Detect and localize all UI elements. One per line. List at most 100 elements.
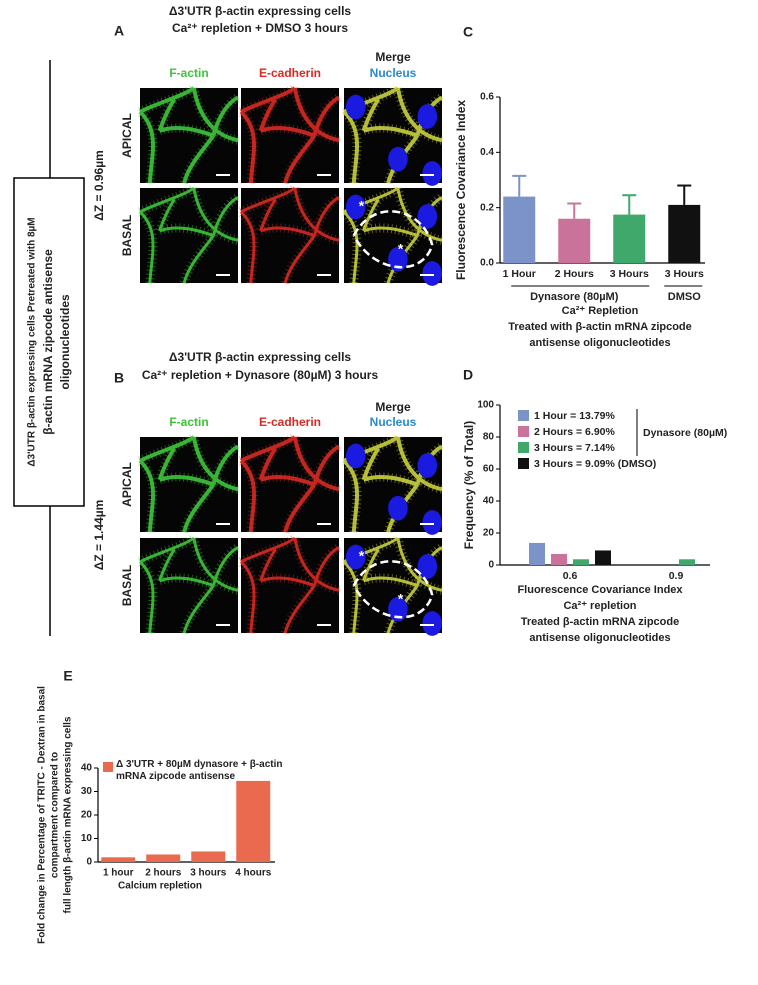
nucleus bbox=[422, 161, 443, 186]
cell-border-fine bbox=[241, 88, 339, 183]
note: antisense oligonucleotides bbox=[529, 337, 670, 349]
panel-title: Ca²⁺ repletion + DMSO 3 hours bbox=[172, 21, 348, 35]
bar bbox=[595, 550, 611, 565]
micrograph-cells bbox=[241, 88, 339, 183]
micrograph-cells bbox=[140, 88, 238, 183]
y-tick-label: 30 bbox=[81, 786, 93, 797]
cell-border bbox=[241, 188, 339, 283]
nucleus bbox=[388, 146, 408, 172]
nucleus bbox=[422, 261, 443, 286]
bar bbox=[558, 218, 591, 263]
nucleus bbox=[422, 510, 443, 535]
column-header: Merge bbox=[375, 50, 411, 64]
note: Treated with β-actin mRNA zipcode bbox=[508, 321, 692, 333]
legend-swatch bbox=[518, 442, 529, 453]
y-axis-label: compartment compared to bbox=[50, 752, 61, 878]
y-tick-label: 40 bbox=[483, 496, 495, 507]
nucleus bbox=[388, 596, 408, 622]
panel-title: Δ3'UTR β-actin expressing cells bbox=[169, 350, 352, 364]
nucleus bbox=[345, 94, 366, 120]
y-tick-label: 0 bbox=[488, 560, 494, 571]
panel-letter: B bbox=[114, 370, 124, 386]
x-tick-label: 0.9 bbox=[669, 570, 684, 582]
y-axis-label: full length β-actin mRNA expressing cell… bbox=[63, 716, 74, 913]
y-tick-label: 100 bbox=[477, 400, 494, 411]
x-axis-label: Calcium repletion bbox=[118, 881, 202, 892]
cell-border-fine bbox=[140, 88, 238, 183]
micrograph-cells bbox=[241, 538, 339, 633]
cell-border bbox=[140, 188, 238, 283]
x-tick-label: 3 hours bbox=[190, 868, 227, 879]
note: Ca²⁺ repletion bbox=[563, 600, 636, 612]
column-header: E-cadherin bbox=[259, 66, 321, 80]
cell-border-fine bbox=[140, 538, 238, 633]
asterisk: * bbox=[398, 240, 404, 256]
y-axis-label: Frequency (% of Total) bbox=[462, 421, 476, 549]
cell-border bbox=[241, 538, 339, 633]
legend-label: 3 Hours = 7.14% bbox=[534, 442, 615, 454]
column-header: E-cadherin bbox=[259, 415, 321, 429]
column-header: F-actin bbox=[169, 415, 208, 429]
cell-border-fine bbox=[140, 437, 238, 532]
y-tick-label: 0 bbox=[86, 857, 92, 868]
panel-title: Δ3'UTR β-actin expressing cells bbox=[169, 4, 352, 18]
y-tick-label: 0.2 bbox=[480, 202, 494, 213]
panel-letter: D bbox=[463, 367, 473, 383]
outline bbox=[352, 560, 434, 619]
cell-border bbox=[140, 88, 238, 183]
nucleus bbox=[422, 611, 443, 636]
legend-swatch bbox=[518, 426, 529, 437]
y-tick-label: 40 bbox=[81, 763, 93, 774]
legend-swatch bbox=[518, 410, 529, 421]
y-tick-label: 80 bbox=[483, 432, 495, 443]
panel-letter: C bbox=[463, 24, 473, 40]
y-axis-label: Fold change in Percentage of TRITC - Dex… bbox=[37, 686, 48, 944]
micrograph-cells bbox=[140, 538, 238, 633]
nucleus bbox=[388, 495, 408, 521]
cell-border-fine bbox=[140, 188, 238, 283]
legend-label: 3 Hours = 9.09% (DMSO) bbox=[534, 458, 656, 470]
side-label: oligonucleotides bbox=[58, 294, 72, 390]
nucleus bbox=[345, 443, 366, 469]
nucleus bbox=[345, 544, 366, 570]
group-label: Dynasore (80µM) bbox=[530, 291, 619, 303]
nucleus bbox=[417, 104, 438, 129]
bar bbox=[191, 851, 226, 862]
side-label: β-actin mRNA zipcode antisense bbox=[41, 249, 55, 435]
bar bbox=[679, 559, 695, 565]
cell-border-fine bbox=[241, 538, 339, 633]
cell-border-fine bbox=[241, 188, 339, 283]
micrograph-cells bbox=[140, 437, 238, 532]
panel-letter: A bbox=[114, 23, 124, 39]
bar bbox=[101, 857, 136, 862]
delta-z: ΔZ = 1.44µm bbox=[92, 500, 106, 571]
row-label: APICAL bbox=[120, 113, 134, 158]
legend-label: 1 Hour = 13.79% bbox=[534, 410, 615, 422]
side-box bbox=[13, 177, 85, 507]
note: Treated β-actin mRNA zipcode bbox=[521, 616, 680, 628]
micrograph-cells bbox=[241, 188, 339, 283]
y-tick-label: 0.4 bbox=[480, 147, 494, 158]
delta-z: ΔZ = 0.96µm bbox=[92, 150, 106, 221]
legend-swatch bbox=[103, 762, 113, 772]
micrograph-cells bbox=[140, 188, 238, 283]
cell-border bbox=[241, 88, 339, 183]
y-tick-label: 0.0 bbox=[480, 258, 494, 269]
y-tick-label: 20 bbox=[483, 528, 495, 539]
column-header: F-actin bbox=[169, 66, 208, 80]
y-tick-label: 0.6 bbox=[480, 92, 494, 103]
x-tick-label: 1 hour bbox=[103, 868, 134, 879]
nucleus bbox=[417, 453, 438, 478]
cell-border bbox=[140, 437, 238, 532]
bar bbox=[503, 196, 536, 263]
nucleus bbox=[417, 554, 438, 579]
x-tick-label: 3 Hours bbox=[665, 268, 704, 280]
cell-border bbox=[140, 538, 238, 633]
nucleus bbox=[388, 246, 408, 272]
x-axis-label: Fluorescence Covariance Index bbox=[517, 584, 683, 596]
legend-swatch bbox=[518, 458, 529, 469]
panel-letter: E bbox=[63, 668, 72, 684]
column-header: Nucleus bbox=[370, 415, 417, 429]
